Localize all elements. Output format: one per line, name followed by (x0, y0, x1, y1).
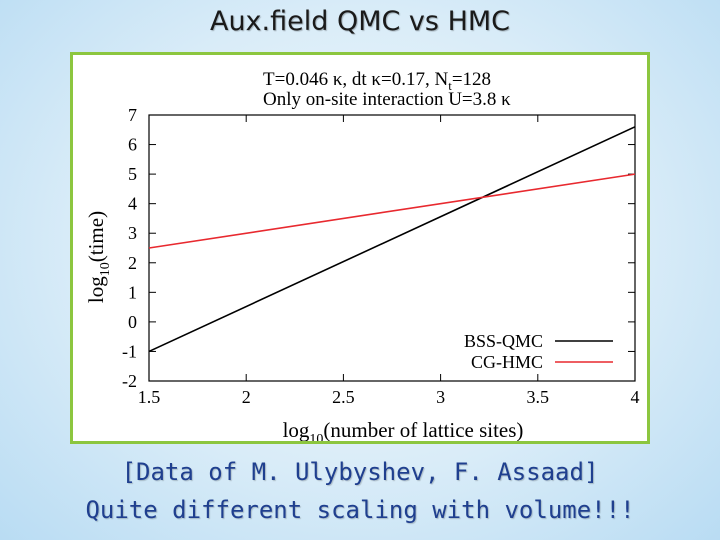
x-tick-label: 4 (631, 387, 640, 407)
y-tick-label: 4 (128, 194, 137, 214)
y-tick-label: 7 (128, 105, 137, 125)
y-tick-label: 0 (128, 312, 137, 332)
y-tick-label: -1 (122, 341, 137, 361)
legend-label-cg-hmc: CG-HMC (471, 352, 543, 372)
slide-title: Aux.field QMC vs HMC (209, 6, 511, 37)
x-tick-label: 3 (436, 387, 445, 407)
y-tick-label: 5 (128, 164, 137, 184)
y-tick-label: -2 (122, 371, 137, 391)
y-tick-label: 2 (128, 253, 137, 273)
y-tick-label: 3 (128, 223, 137, 243)
x-tick-label: 1.5 (138, 387, 161, 407)
series-line-cg-hmc (148, 173, 636, 249)
line-chart: T=0.046 κ, dt κ=0.17, Nt=128 Only on-sit… (84, 69, 640, 441)
chart-frame: T=0.046 κ, dt κ=0.17, Nt=128 Only on-sit… (70, 52, 650, 444)
chart-annotation-line-1: T=0.046 κ, dt κ=0.17, Nt=128 (263, 69, 491, 93)
y-tick-label: 1 (128, 282, 137, 302)
x-tick-label: 2 (242, 387, 251, 407)
caption-conclusion: Quite different scaling with volume!!! (85, 496, 635, 524)
y-tick-label: 6 (128, 135, 137, 155)
x-tick-label: 3.5 (527, 387, 550, 407)
y-axis-label: log10(time) (84, 211, 113, 303)
legend-label-bss-qmc: BSS-QMC (464, 331, 543, 351)
series-line-bss-qmc (148, 126, 636, 353)
caption-data-credit: [Data of M. Ulybyshev, F. Assaad] (121, 458, 599, 486)
x-axis-label: log10(number of lattice sites) (283, 418, 524, 441)
chart-annotation-line-2: Only on-site interaction U=3.8 κ (263, 89, 511, 110)
x-tick-label: 2.5 (332, 387, 355, 407)
